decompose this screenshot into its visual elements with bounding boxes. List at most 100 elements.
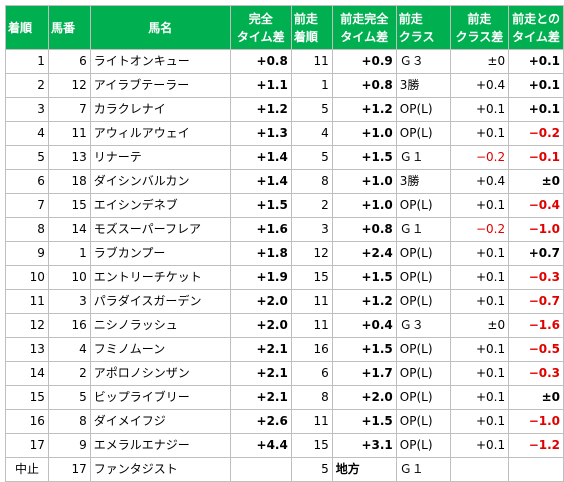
horse-name-cell: エイシンデネブ [89, 193, 231, 218]
rank-cell: 17 [5, 433, 49, 458]
horse-name-cell: ニシノラッシュ [89, 313, 231, 338]
prev-rank-cell: 2 [290, 193, 333, 218]
delta-cell: −0.3 [508, 361, 564, 386]
prev-rank-cell: 8 [290, 385, 333, 410]
column-header: 前走完全 タイム差 [331, 5, 397, 50]
column-header-line: 前走 [293, 11, 318, 26]
prev-class-cell: 3勝 [395, 73, 451, 98]
table-row: 8 14 モズスーパーフレア +1.6 3 +0.8 Ｇ１ −0.2 −1.0 [5, 217, 564, 242]
horse-name-cell: モズスーパーフレア [89, 217, 231, 242]
delta-cell: −0.4 [508, 193, 564, 218]
horse-number-cell: 12 [47, 73, 91, 98]
class-diff-cell: +0.4 [449, 73, 510, 98]
column-header: 前走との タイム差 [508, 5, 564, 50]
horse-name-cell: ダイシンバルカン [89, 169, 231, 194]
prev-class-cell: OP(L) [395, 121, 451, 146]
prev-rank-cell: 3 [290, 217, 333, 242]
delta-cell: −0.1 [508, 145, 564, 170]
horse-number-cell: 17 [47, 457, 91, 482]
horse-name-cell: エメラルエナジー [89, 433, 231, 458]
class-diff-cell: +0.1 [449, 361, 510, 386]
delta-cell: +0.7 [508, 241, 564, 266]
prev-time-diff-cell: +1.7 [331, 361, 397, 386]
time-diff-cell: +2.1 [229, 385, 292, 410]
horse-number-cell: 1 [47, 241, 91, 266]
table-row: 中止 17 ファンタジスト 5 地方 Ｇ１ [5, 457, 564, 482]
column-header: 前走 クラス差 [449, 5, 510, 50]
class-diff-cell: +0.1 [449, 193, 510, 218]
horse-number-cell: 6 [47, 49, 91, 74]
time-diff-cell: +2.1 [229, 337, 292, 362]
delta-cell: +0.1 [508, 73, 564, 98]
prev-rank-cell: 6 [290, 361, 333, 386]
prev-time-diff-cell: +1.0 [331, 193, 397, 218]
column-header-line: タイム差 [236, 29, 285, 44]
table-row: 6 18 ダイシンバルカン +1.4 8 +1.0 3勝 +0.4 ±0 [5, 169, 564, 194]
table-row: 13 4 フミノムーン +2.1 16 +1.5 OP(L) +0.1 −0.5 [5, 337, 564, 362]
class-diff-cell: +0.1 [449, 337, 510, 362]
prev-rank-cell: 12 [290, 241, 333, 266]
prev-rank-cell: 1 [290, 73, 333, 98]
prev-time-diff-cell: +3.1 [331, 433, 397, 458]
class-diff-cell: +0.1 [449, 97, 510, 122]
horse-name-cell: リナーテ [89, 145, 231, 170]
class-diff-cell: +0.1 [449, 433, 510, 458]
rank-cell: 5 [5, 145, 49, 170]
prev-class-cell: OP(L) [395, 337, 451, 362]
prev-class-cell: Ｇ１ [395, 457, 451, 482]
horse-number-cell: 18 [47, 169, 91, 194]
horse-name-cell: ファンタジスト [89, 457, 231, 482]
delta-cell: +0.1 [508, 97, 564, 122]
table-row: 10 10 エントリーチケット +1.9 15 +1.5 OP(L) +0.1 −0.3 [5, 265, 564, 290]
time-diff-cell: +1.6 [229, 217, 292, 242]
class-diff-cell: +0.1 [449, 121, 510, 146]
prev-class-cell: OP(L) [395, 193, 451, 218]
table-row: 3 7 カラクレナイ +1.2 5 +1.2 OP(L) +0.1 +0.1 [5, 97, 564, 122]
table-row: 17 9 エメラルエナジー +4.4 15 +3.1 OP(L) +0.1 −1.2 [5, 433, 564, 458]
delta-cell: −0.2 [508, 121, 564, 146]
prev-time-diff-cell: 地方 [331, 457, 397, 482]
time-diff-cell: +1.4 [229, 145, 292, 170]
class-diff-cell: +0.1 [449, 409, 510, 434]
time-diff-cell: +2.0 [229, 289, 292, 314]
prev-rank-cell: 15 [290, 265, 333, 290]
column-header-line: 馬名 [148, 20, 173, 35]
table-row: 16 8 ダイメイフジ +2.6 11 +1.5 OP(L) +0.1 −1.0 [5, 409, 564, 434]
delta-cell [508, 457, 564, 482]
prev-time-diff-cell: +2.0 [331, 385, 397, 410]
rank-cell: 15 [5, 385, 49, 410]
prev-time-diff-cell: +1.5 [331, 337, 397, 362]
column-header-line: 前走 [398, 11, 423, 26]
prev-rank-cell: 11 [290, 289, 333, 314]
column-header-line: クラス差 [455, 29, 504, 44]
table-row: 12 16 ニシノラッシュ +2.0 11 +0.4 Ｇ３ ±0 −1.6 [5, 313, 564, 338]
rank-cell: 11 [5, 289, 49, 314]
column-header: 完全 タイム差 [229, 5, 292, 50]
rank-cell: 16 [5, 409, 49, 434]
time-diff-cell: +1.8 [229, 241, 292, 266]
time-diff-cell [229, 457, 292, 482]
prev-time-diff-cell: +2.4 [331, 241, 397, 266]
header-row: 着順 馬番 馬名 完全 タイム差 前走 着順 前走完全 タイム差 前走 クラス 前走 クラス差 前走とのタ… [5, 5, 564, 50]
prev-rank-cell: 11 [290, 313, 333, 338]
delta-cell: −0.7 [508, 289, 564, 314]
table-row: 15 5 ビップライブリー +2.1 8 +2.0 OP(L) +0.1 ±0 [5, 385, 564, 410]
horse-name-cell: アイラブテーラー [89, 73, 231, 98]
column-header-line: 着順 [8, 20, 33, 35]
prev-time-diff-cell: +0.4 [331, 313, 397, 338]
time-diff-cell: +1.5 [229, 193, 292, 218]
horse-number-cell: 11 [47, 121, 91, 146]
prev-time-diff-cell: +1.5 [331, 145, 397, 170]
column-header: 前走 着順 [290, 5, 333, 50]
time-diff-cell: +4.4 [229, 433, 292, 458]
table-row: 9 1 ラブカンプー +1.8 12 +2.4 OP(L) +0.1 +0.7 [5, 241, 564, 266]
time-diff-cell: +1.1 [229, 73, 292, 98]
prev-rank-cell: 8 [290, 169, 333, 194]
class-diff-cell: +0.1 [449, 289, 510, 314]
prev-rank-cell: 5 [290, 145, 333, 170]
column-header-line: 前走との [512, 11, 560, 26]
table-header: 着順 馬番 馬名 完全 タイム差 前走 着順 前走完全 タイム差 前走 クラス 前走 クラス差 前走とのタ… [5, 5, 564, 50]
column-header-line: 前走完全 [340, 11, 389, 26]
table-row: 11 3 パラダイスガーデン +2.0 11 +1.2 OP(L) +0.1 −0.7 [5, 289, 564, 314]
prev-class-cell: Ｇ１ [395, 145, 451, 170]
